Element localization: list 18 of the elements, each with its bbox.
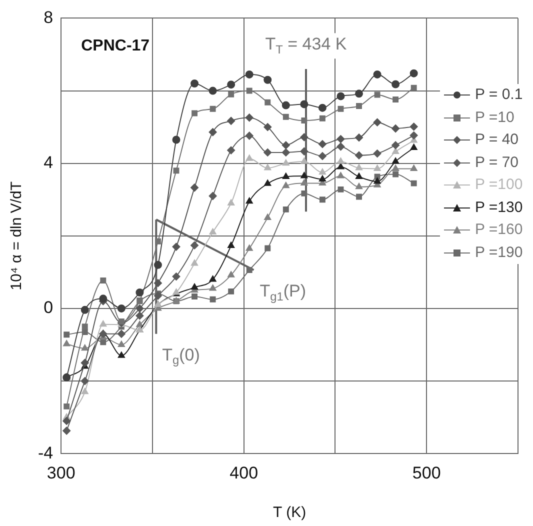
legend-label: P =190 — [475, 242, 523, 262]
x-tick-label: 300 — [46, 463, 76, 482]
legend-label: P = 0.1 — [475, 85, 523, 105]
legend-label: P =10 — [475, 108, 514, 128]
x-tick-label: 500 — [412, 463, 441, 482]
y-tick-label: -4 — [38, 443, 54, 462]
y-tick-label: 0 — [44, 298, 54, 318]
legend-label: P =130 — [475, 198, 523, 218]
y-tick-label: 8 — [44, 8, 54, 27]
legend-label: P =100 — [475, 175, 523, 195]
text: CPNC-17 — [81, 38, 150, 55]
x-tick-label: 400 — [230, 463, 258, 482]
y-axis-title: 10⁴ α = dln V/dT — [8, 181, 26, 290]
legend-label: P =160 — [475, 220, 523, 240]
y-tick-label: 4 — [44, 153, 54, 172]
x-axis-title: T (K) — [273, 504, 306, 522]
legend-label: P = 40 — [475, 130, 519, 150]
legend-label: P = 70 — [475, 152, 519, 172]
